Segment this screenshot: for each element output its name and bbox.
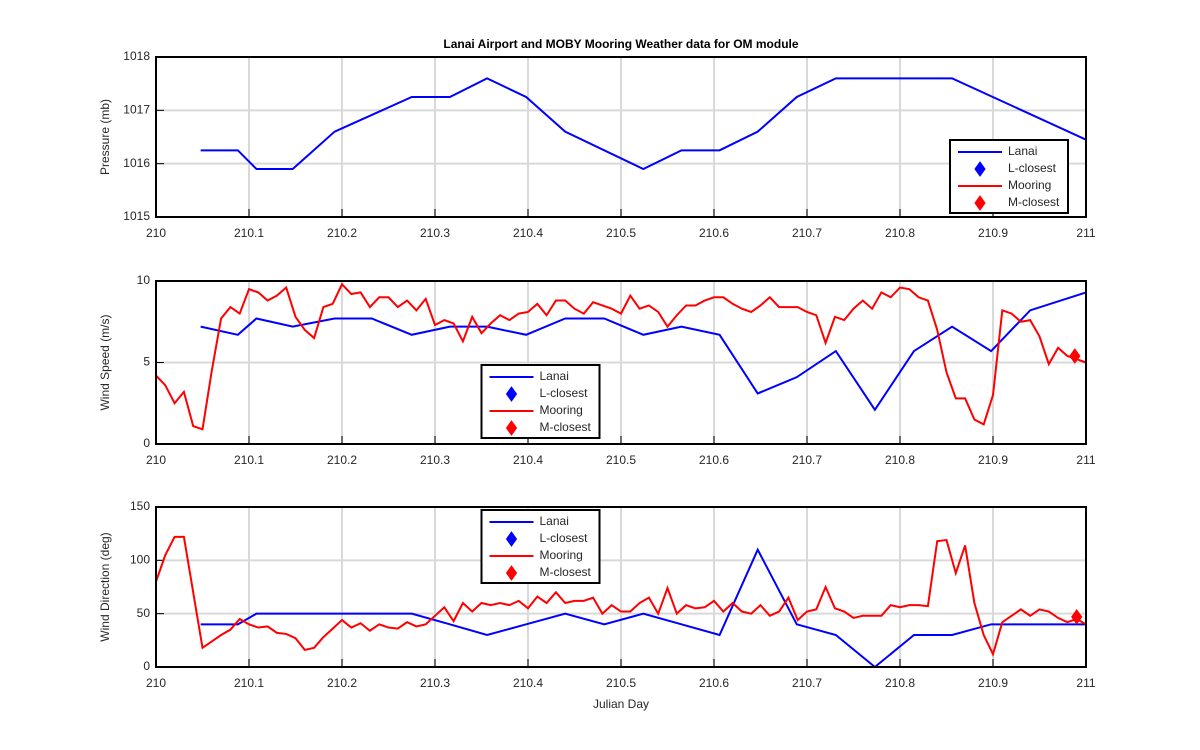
y-tick-label: 100 [130,553,150,567]
legend-label: Mooring [1008,178,1051,192]
x-tick-label: 210.6 [699,453,729,467]
axes-box [155,280,1087,445]
x-tick-label: 210.9 [978,676,1008,690]
legend-marker [505,531,518,547]
x-tick-label: 210 [146,676,166,690]
series-line [155,535,1087,657]
x-tick-label: 210.3 [420,453,450,467]
x-tick-label: 210.9 [978,453,1008,467]
x-tick-label: 210.2 [327,676,357,690]
axes-box [155,506,1087,668]
legend-label: M-closest [540,565,592,579]
legend-label: Lanai [540,369,569,383]
legend-label: Mooring [540,548,583,562]
legend-marker [974,195,986,211]
x-tick-label: 210.6 [699,676,729,690]
x-tick-label: 210.2 [327,226,357,240]
x-tick-label: 210.4 [513,453,543,467]
legend-marker [505,386,518,402]
legend-marker [505,565,518,581]
y-tick-label: 10 [137,273,151,287]
legend-label: Lanai [1008,144,1037,158]
y-axis-label: Pressure (mb) [98,99,112,175]
y-tick-label: 5 [143,355,150,369]
series-line [200,547,1086,669]
y-tick-label: 0 [143,436,150,450]
x-tick-label: 210.1 [234,226,264,240]
x-tick-label: 210.1 [234,676,264,690]
legend-marker [505,420,518,436]
x-tick-label: 210.4 [513,226,543,240]
x-tick-label: 210.7 [792,676,822,690]
axes-box [155,56,1087,218]
closest-marker [1071,609,1083,625]
y-axis-label: Wind Speed (m/s) [98,314,112,410]
x-tick-label: 210.8 [885,676,915,690]
chart-title: Lanai Airport and MOBY Mooring Weather d… [443,37,798,51]
x-tick-label: 211 [1076,226,1095,240]
legend-label: M-closest [540,420,592,434]
y-tick-label: 150 [130,499,150,513]
y-tick-label: 50 [137,606,151,620]
closest-marker [1069,348,1081,364]
x-tick-label: 210.8 [885,226,915,240]
legend-label: L-closest [540,386,589,400]
x-tick-label: 210.8 [885,453,915,467]
x-tick-label: 211 [1076,676,1095,690]
x-tick-label: 210.5 [606,453,636,467]
x-axis-label: Julian Day [593,697,649,711]
x-tick-label: 210 [146,226,166,240]
series-line [200,291,1087,412]
x-tick-label: 210.7 [792,453,822,467]
y-axis-label: Wind Direction (deg) [98,532,112,641]
legend-label: L-closest [540,531,589,545]
x-tick-label: 210.3 [420,676,450,690]
series-line [155,282,1087,431]
y-tick-label: 1018 [123,49,150,63]
legend-marker [974,161,986,177]
legend-label: Lanai [540,514,569,528]
y-tick-label: 1017 [123,103,150,117]
x-tick-label: 210.2 [327,453,357,467]
x-tick-label: 210 [146,453,166,467]
x-tick-label: 210.6 [699,226,729,240]
x-tick-label: 210.1 [234,453,264,467]
series-line [200,77,1087,171]
x-tick-label: 210.4 [513,676,543,690]
legend-label: L-closest [1008,161,1057,175]
x-tick-label: 210.5 [606,226,636,240]
legend-label: Mooring [540,403,583,417]
y-tick-label: 1015 [123,209,150,223]
x-tick-label: 210.5 [606,676,636,690]
x-tick-label: 210.9 [978,226,1008,240]
x-tick-label: 210.3 [420,226,450,240]
x-tick-label: 211 [1076,453,1095,467]
y-tick-label: 1016 [123,156,150,170]
legend-label: M-closest [1008,195,1060,209]
x-tick-label: 210.7 [792,226,822,240]
y-tick-label: 0 [143,659,150,673]
